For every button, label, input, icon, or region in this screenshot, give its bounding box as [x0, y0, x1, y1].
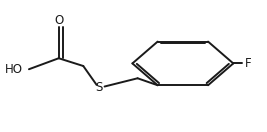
Text: F: F: [245, 57, 252, 70]
Text: S: S: [95, 81, 103, 95]
Text: HO: HO: [5, 63, 22, 76]
Text: O: O: [54, 14, 63, 27]
